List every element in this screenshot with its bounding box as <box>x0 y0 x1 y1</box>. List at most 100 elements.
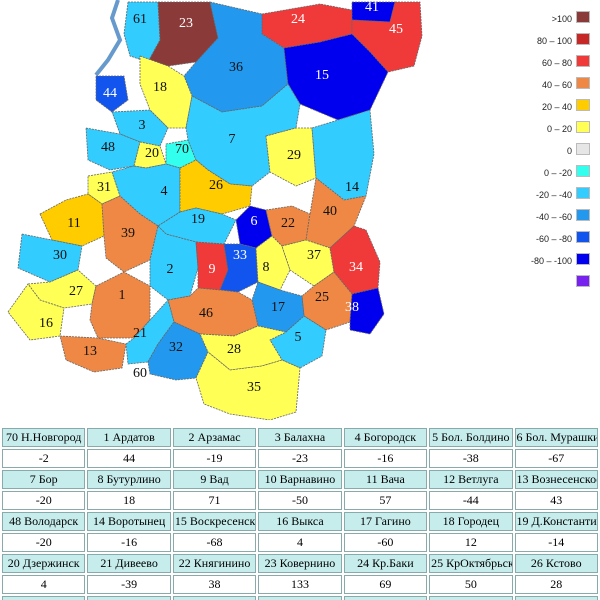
table-cell-district: 5 Бол. Болдино <box>429 428 513 447</box>
region-label-39: 39 <box>121 226 135 241</box>
legend-label: 20 – 40 <box>541 102 572 112</box>
region-16[interactable] <box>7 283 65 341</box>
table-cell-district: 21 Дивеево <box>87 554 171 573</box>
region-label-23: 23 <box>179 16 193 31</box>
region-label-44: 44 <box>103 86 117 101</box>
table-cell-district: 26 Кстово <box>514 554 598 573</box>
legend-swatch <box>576 55 590 67</box>
region-24[interactable] <box>261 3 353 49</box>
table-cell-value: 4 <box>258 533 342 552</box>
legend: >100 80 – 100 60 – 80 40 – 60 20 – 40 0 – 20 0… <box>510 6 600 287</box>
region-label-35: 35 <box>247 380 261 395</box>
table-row-names: 7 Бор 8 Бутурлино 9 Вад 10 Варнавино 11 Вача… <box>2 470 598 489</box>
table-cell-district: 24 Кр.Баки <box>343 554 428 573</box>
table-cell-value: 4 <box>2 575 86 594</box>
region-label-29: 29 <box>287 148 301 163</box>
legend-label: 0 – 20 <box>546 124 572 134</box>
region-13[interactable] <box>59 335 127 373</box>
table-cell-district: 32 Первомайск <box>429 596 513 600</box>
legend-swatch <box>576 165 590 177</box>
region-label-4: 4 <box>161 184 168 199</box>
region-23[interactable] <box>147 1 219 67</box>
table-cell-district: 4 Богородск <box>343 428 428 447</box>
legend-label: 80 – 100 <box>536 36 572 46</box>
table-row-values: -20 -16 -68 4 -60 12 -14 <box>2 533 598 552</box>
region-33[interactable] <box>219 243 259 293</box>
table-cell-value: 38 <box>172 575 257 594</box>
table-cell-value: 57 <box>343 491 428 510</box>
region-label-15: 15 <box>315 68 329 83</box>
region-25[interactable] <box>301 271 353 331</box>
table-cell-district: 14 Воротынец <box>87 512 171 531</box>
legend-swatch <box>576 99 590 111</box>
legend-label: -20 – -40 <box>535 190 572 200</box>
table-cell-value: -44 <box>429 491 513 510</box>
table-cell-district: 28 Лукоянов <box>87 596 171 600</box>
region-label-16: 16 <box>39 316 53 331</box>
region-label-20: 20 <box>145 146 159 161</box>
region-35[interactable] <box>195 351 301 420</box>
region-label-41: 41 <box>365 0 379 15</box>
legend-swatch <box>576 209 590 221</box>
region-label-36: 36 <box>229 60 243 75</box>
region-label-3: 3 <box>139 118 146 133</box>
region-label-26: 26 <box>209 178 223 193</box>
table-cell-district: 7 Бор <box>2 470 86 489</box>
table-cell-value: -60 <box>343 533 428 552</box>
table-cell-value: -16 <box>343 449 428 468</box>
region-label-45: 45 <box>389 22 403 37</box>
region-label-22: 22 <box>281 216 295 231</box>
legend-label: -80 – -100 <box>530 256 572 266</box>
region-label-33: 33 <box>233 248 247 263</box>
legend-swatch <box>576 187 590 199</box>
region-5[interactable] <box>269 315 327 369</box>
legend-swatch <box>576 253 590 265</box>
table-cell-district: 23 Ковернино <box>258 554 342 573</box>
river <box>94 0 123 77</box>
region-label-70: 70 <box>175 142 189 157</box>
region-28[interactable] <box>199 325 287 371</box>
region-48[interactable] <box>85 127 141 171</box>
region-label-25: 25 <box>315 290 329 305</box>
table-cell-value: -16 <box>87 533 171 552</box>
region-label-61: 61 <box>133 12 147 27</box>
data-table: 70 Н.Новгород 1 Ардатов 2 Арзамас 3 Балахна… <box>0 426 600 600</box>
region-38[interactable] <box>349 287 385 335</box>
region-34[interactable] <box>329 225 381 295</box>
region-label-1: 1 <box>119 288 126 303</box>
region-4[interactable] <box>111 163 181 227</box>
legend-label: >100 <box>551 14 572 24</box>
legend-swatch <box>576 11 590 23</box>
legend-label: 0 – -20 <box>543 168 572 178</box>
table-row-values: 4 -39 38 133 69 50 28 <box>2 575 598 594</box>
table-cell-value: -67 <box>514 449 598 468</box>
table-cell-district: 31 Павлово <box>343 596 428 600</box>
table-cell-value: -38 <box>429 449 513 468</box>
region-label-19: 19 <box>191 212 205 227</box>
table-cell-district: 15 Воскресенское <box>172 512 257 531</box>
region-31[interactable] <box>87 171 121 205</box>
region-label-14: 14 <box>345 180 359 195</box>
region-label-31: 31 <box>97 180 111 195</box>
table-row-values: -2 44 -19 -23 -16 -38 -67 <box>2 449 598 468</box>
region-3[interactable] <box>111 109 169 147</box>
table-cell-district: 20 Дзержинск <box>2 554 86 573</box>
table-row-names: 27 Кулебаки28 Лукоянов29 Лысково30 Наваш… <box>2 596 598 600</box>
table-cell-value: -2 <box>2 449 86 468</box>
legend-swatch <box>576 275 590 287</box>
table-cell-district: 3 Балахна <box>258 428 342 447</box>
region-44[interactable] <box>95 75 129 113</box>
table-row-names: 70 Н.Новгород 1 Ардатов 2 Арзамас 3 Балахна… <box>2 428 598 447</box>
table-cell-district: 8 Бутурлино <box>87 470 171 489</box>
table-cell-value: 44 <box>87 449 171 468</box>
region-label-13: 13 <box>83 344 97 359</box>
table-cell-district: 6 Бол. Мурашкино <box>514 428 598 447</box>
table-cell-district: 12 Ветлуга <box>429 470 513 489</box>
region-label-9: 9 <box>209 262 216 277</box>
region-label-34: 34 <box>349 260 363 275</box>
table-cell-value: 12 <box>429 533 513 552</box>
table-cell-district: 22 Княгинино <box>172 554 257 573</box>
region-21[interactable] <box>125 299 175 365</box>
region-label-18: 18 <box>153 80 167 95</box>
region-37[interactable] <box>281 239 335 287</box>
